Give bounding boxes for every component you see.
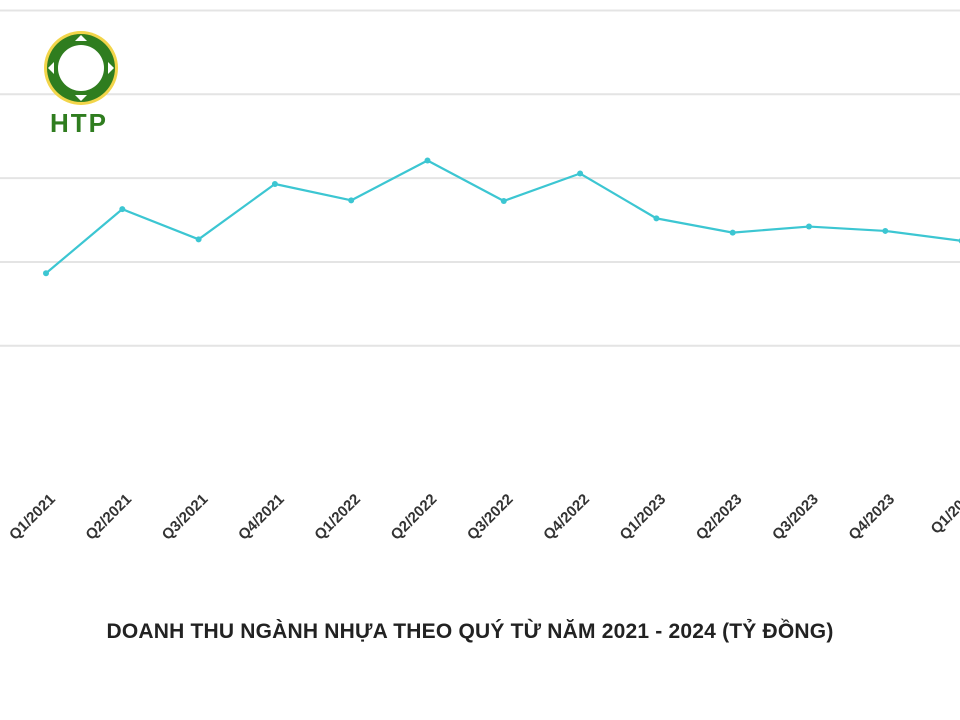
data-point (806, 223, 812, 230)
x-tick-label: Q3/2021 (159, 491, 212, 544)
htp-logo-emblem-icon (44, 31, 118, 105)
x-tick-label: Q1/2021 (6, 491, 59, 544)
x-tick-label: Q3/2023 (769, 491, 822, 544)
data-point (195, 236, 202, 243)
logo-text: HTP (50, 108, 108, 138)
x-tick-label: Q4/2021 (235, 491, 288, 544)
gridlines (0, 9, 960, 347)
chart-title: DOANH THU NGÀNH NHỰA THEO QUÝ TỪ NĂM 202… (106, 620, 834, 643)
x-tick-label: Q3/2022 (464, 491, 517, 544)
data-point (119, 206, 126, 213)
x-tick-label: Q2/2021 (82, 491, 135, 544)
data-point (43, 270, 49, 277)
line-chart: Q1/2021 Q2/2021 Q3/2021 Q4/2021 Q1/2022 Q2/20… (0, 9, 960, 544)
x-tick-label: Q1/2023 (617, 491, 670, 544)
x-tick-label: Q4/2023 (845, 491, 898, 544)
x-tick-label: Q1/2022 (311, 491, 364, 544)
data-point (348, 197, 355, 204)
data-point (271, 180, 278, 187)
x-tick-label: Q2/2022 (388, 491, 441, 544)
x-tick-label: Q1/202 (928, 491, 960, 538)
htp-logo: HTP (36, 28, 126, 140)
data-point (500, 197, 507, 204)
data-point (882, 227, 889, 234)
data-point (424, 157, 431, 164)
data-points (43, 157, 960, 277)
x-tick-label: Q4/2022 (540, 491, 593, 544)
data-point (653, 215, 660, 222)
data-point (577, 170, 584, 177)
data-point (729, 229, 736, 236)
x-axis-tick-labels: Q1/2021 Q2/2021 Q3/2021 Q4/2021 Q1/2022 Q2/20… (6, 491, 960, 544)
x-tick-label: Q2/2023 (693, 491, 746, 544)
